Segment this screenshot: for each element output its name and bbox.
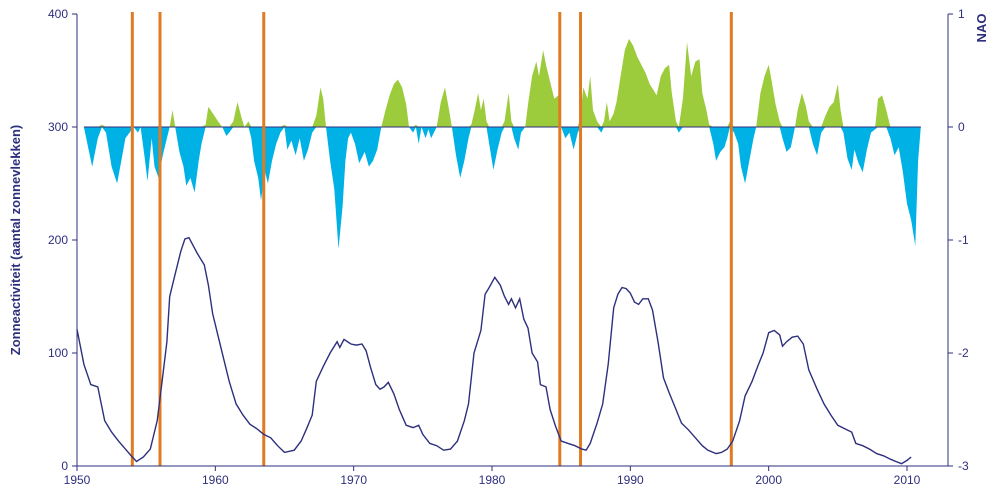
x-tick-label: 1990 — [617, 473, 644, 487]
y-right-tick-label: -3 — [958, 459, 969, 473]
x-tick-label: 2010 — [894, 473, 921, 487]
y-right-tick-label: 0 — [958, 120, 965, 134]
y-right-tick-label: -2 — [958, 346, 969, 360]
nao-positive-area — [83, 38, 921, 127]
y-axis-right-title: NAO — [974, 14, 989, 43]
y-left-tick-label: 300 — [48, 120, 68, 134]
event-lines-layer — [130, 12, 733, 466]
y-axis-left-title: Zonneactiviteit (aantal zonnevlekken) — [8, 125, 23, 355]
x-tick-label: 1960 — [202, 473, 229, 487]
y-left-tick-label: 400 — [48, 7, 68, 21]
sunspot-line — [76, 236, 912, 465]
y-right-tick-label: 1 — [958, 7, 965, 21]
y-left-tick-label: 200 — [48, 233, 68, 247]
x-tick-label: 1980 — [479, 473, 506, 487]
x-tick-label: 1950 — [64, 473, 91, 487]
nao-negative-area — [83, 127, 921, 249]
y-right-tick-label: -1 — [958, 233, 969, 247]
y-left-tick-label: 0 — [61, 459, 68, 473]
nao-area-layer — [83, 38, 921, 249]
y-left-tick-label: 100 — [48, 346, 68, 360]
x-tick-label: 2000 — [755, 473, 782, 487]
x-tick-label: 1970 — [340, 473, 367, 487]
axes-layer: 1950 1960 1970 1980 1990 2000 2010 0 100 200 300 40… — [48, 7, 969, 487]
